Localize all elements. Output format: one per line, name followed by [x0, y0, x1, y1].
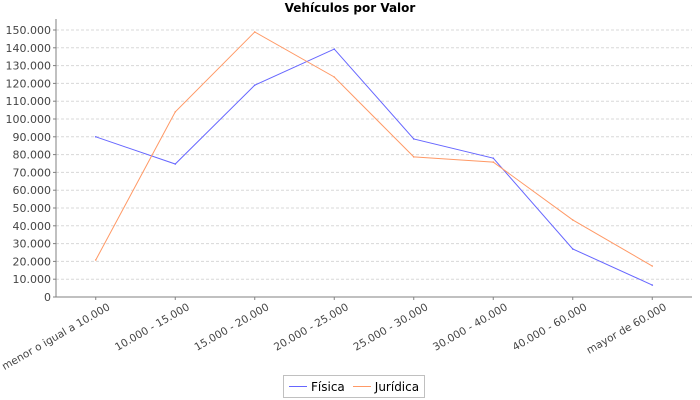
data-point: [94, 259, 97, 261]
x-tick-label: mayor de 60.000: [585, 301, 669, 356]
y-tick-label: 10.000: [13, 273, 52, 286]
y-tick-label: 140.000: [6, 42, 52, 55]
data-point: [174, 111, 177, 113]
chart-title: Vehículos por Valor: [284, 1, 416, 15]
y-tick-label: 40.000: [13, 220, 52, 233]
data-point: [174, 163, 177, 165]
y-tick-label: 70.000: [13, 166, 52, 179]
legend-swatch: [289, 386, 307, 387]
series-line-jurídica: [95, 31, 653, 267]
x-tick-label: 20.000 - 25.000: [272, 301, 351, 353]
y-tick-label: 90.000: [13, 131, 52, 144]
x-tick-label: 30.000 - 40.000: [431, 301, 510, 353]
y-tick-label: 50.000: [13, 202, 52, 215]
legend-label: Jurídica: [374, 379, 420, 394]
legend-item: Jurídica: [352, 379, 420, 394]
legend: Física Jurídica: [283, 375, 426, 398]
data-point: [253, 84, 256, 86]
y-tick-label: 30.000: [13, 238, 52, 251]
y-tick-label: 20.000: [13, 255, 52, 268]
y-tick-label: 130.000: [6, 60, 52, 73]
data-point: [492, 157, 495, 159]
legend-label: Física: [311, 379, 345, 394]
x-tick-label: 40.000 - 60.000: [511, 301, 590, 353]
legend-item: Física: [289, 380, 345, 394]
data-point: [651, 284, 654, 286]
data-point: [571, 219, 574, 221]
series-line-física: [95, 48, 653, 286]
y-tick-label: 120.000: [6, 77, 52, 90]
y-tick-label: 60.000: [13, 184, 52, 197]
x-tick-label: menor o igual a 10.000: [0, 301, 112, 373]
data-point: [651, 265, 654, 267]
y-tick-label: 110.000: [6, 95, 52, 108]
data-point: [492, 161, 495, 163]
x-tick-label: 15.000 - 20.000: [193, 301, 272, 353]
y-tick-label: 150.000: [6, 24, 52, 37]
y-tick-label: 0: [44, 291, 51, 304]
x-tick-label: 25.000 - 30.000: [352, 301, 431, 353]
legend-swatch: [352, 386, 371, 387]
data-point: [412, 138, 415, 140]
data-point: [412, 156, 415, 158]
y-tick-label: 80.000: [13, 149, 52, 162]
y-tick-label: 100.000: [6, 113, 52, 126]
data-point: [94, 136, 97, 138]
data-point: [333, 48, 336, 50]
data-point: [571, 248, 574, 250]
x-tick-label: 10.000 - 15.000: [113, 301, 192, 353]
data-point: [333, 76, 336, 78]
data-point: [253, 31, 256, 33]
